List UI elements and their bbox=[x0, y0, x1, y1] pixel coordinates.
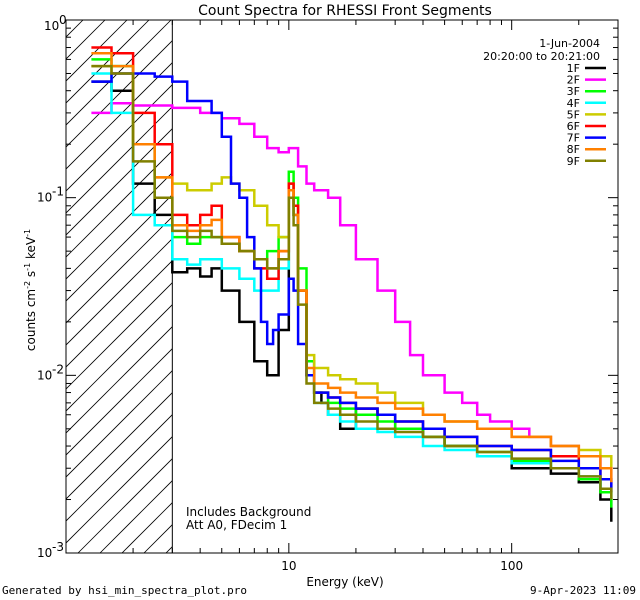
x-tick-label-100: 100 bbox=[500, 559, 523, 573]
series-layer bbox=[91, 46, 613, 522]
hatch-line bbox=[66, 326, 173, 434]
y-tick-label-exp: -2 bbox=[52, 362, 64, 376]
chart-title: Count Spectra for RHESSI Front Segments bbox=[198, 3, 492, 19]
series-3F bbox=[91, 58, 613, 508]
y-label-exp: -2 bbox=[23, 281, 32, 289]
hatch-line bbox=[66, 20, 172, 126]
series-4F bbox=[91, 72, 613, 500]
hatch-line bbox=[66, 392, 173, 500]
hatch-line bbox=[66, 216, 173, 324]
legend-date: 1-Jun-2004 bbox=[539, 37, 600, 50]
y-tick-label-base: 10 bbox=[44, 19, 59, 33]
hatch-line bbox=[66, 282, 173, 390]
plot-frame bbox=[65, 19, 619, 554]
hatched-region bbox=[0, 20, 173, 553]
hatch-line bbox=[66, 20, 84, 38]
legend-label-2F: 2F bbox=[567, 74, 580, 87]
annotation-attenuator: Att A0, FDecim 1 bbox=[186, 518, 287, 532]
legend-label-1F: 1F bbox=[567, 62, 580, 75]
axis-ticks bbox=[65, 19, 619, 554]
y-axis-label: counts cm-2 s-1 keV-1 bbox=[23, 229, 38, 351]
series-2F bbox=[91, 101, 613, 483]
y-tick-label-exp: -3 bbox=[52, 540, 64, 554]
hatch-line bbox=[66, 128, 173, 236]
hatch-line bbox=[66, 150, 173, 258]
hatch-line bbox=[66, 348, 173, 456]
legend-label-9F: 9F bbox=[567, 155, 580, 168]
hatch-line bbox=[66, 84, 173, 192]
y-label-part: s bbox=[24, 271, 38, 281]
x-tick-label-10: 10 bbox=[281, 559, 296, 573]
series-6F bbox=[91, 46, 613, 493]
legend-label-3F: 3F bbox=[567, 85, 580, 98]
annotation-background: Includes Background bbox=[186, 505, 311, 519]
hatch-line bbox=[66, 106, 173, 214]
legend-label-6F: 6F bbox=[567, 120, 580, 133]
hatch-line bbox=[0, 20, 39, 553]
footer-generated-by: Generated by hsi_min_spectra_plot.pro bbox=[2, 584, 248, 597]
y-tick-label-1e-3: 10 -3 bbox=[37, 540, 64, 560]
y-tick-label-exp: -1 bbox=[52, 185, 64, 199]
y-label-part: keV bbox=[24, 236, 38, 263]
y-tick-label-base: 10 bbox=[37, 368, 52, 382]
y-label-part: counts cm bbox=[24, 289, 38, 351]
y-tick-label-1e0: 10 0 bbox=[44, 13, 67, 33]
y-tick-label-1e-2: 10 -2 bbox=[37, 362, 64, 382]
hatch-line bbox=[66, 260, 173, 368]
y-label-exp: -1 bbox=[23, 229, 32, 237]
hatch-line bbox=[77, 458, 173, 553]
hatch-line bbox=[66, 414, 173, 522]
y-tick-label-exp: 0 bbox=[59, 13, 67, 27]
hatch-line bbox=[66, 40, 173, 148]
hatch-line bbox=[66, 20, 106, 60]
hatch-line bbox=[66, 436, 173, 544]
series-9F bbox=[91, 64, 613, 500]
x-axis-label: Energy (keV) bbox=[306, 575, 383, 589]
series-1F bbox=[91, 80, 613, 522]
legend-time-range: 20:20:00 to 20:21:00 bbox=[483, 50, 600, 63]
y-tick-label-base: 10 bbox=[37, 191, 52, 205]
legend-label-8F: 8F bbox=[567, 143, 580, 156]
hatch-line bbox=[66, 238, 173, 346]
legend-label-7F: 7F bbox=[567, 132, 580, 145]
hatch-line bbox=[66, 194, 173, 302]
legend-label-4F: 4F bbox=[567, 97, 580, 110]
hatch-line bbox=[66, 20, 128, 82]
hatch-line bbox=[66, 370, 173, 478]
legend-label-5F: 5F bbox=[567, 108, 580, 121]
series-7F bbox=[91, 72, 613, 493]
y-tick-label-1e-1: 10 -1 bbox=[37, 185, 64, 205]
y-tick-label-base: 10 bbox=[37, 546, 52, 560]
hatch-line bbox=[66, 172, 173, 280]
footer-timestamp: 9-Apr-2023 11:09 bbox=[530, 584, 636, 597]
y-label-exp: -1 bbox=[23, 263, 32, 271]
hatch-line bbox=[66, 62, 173, 170]
